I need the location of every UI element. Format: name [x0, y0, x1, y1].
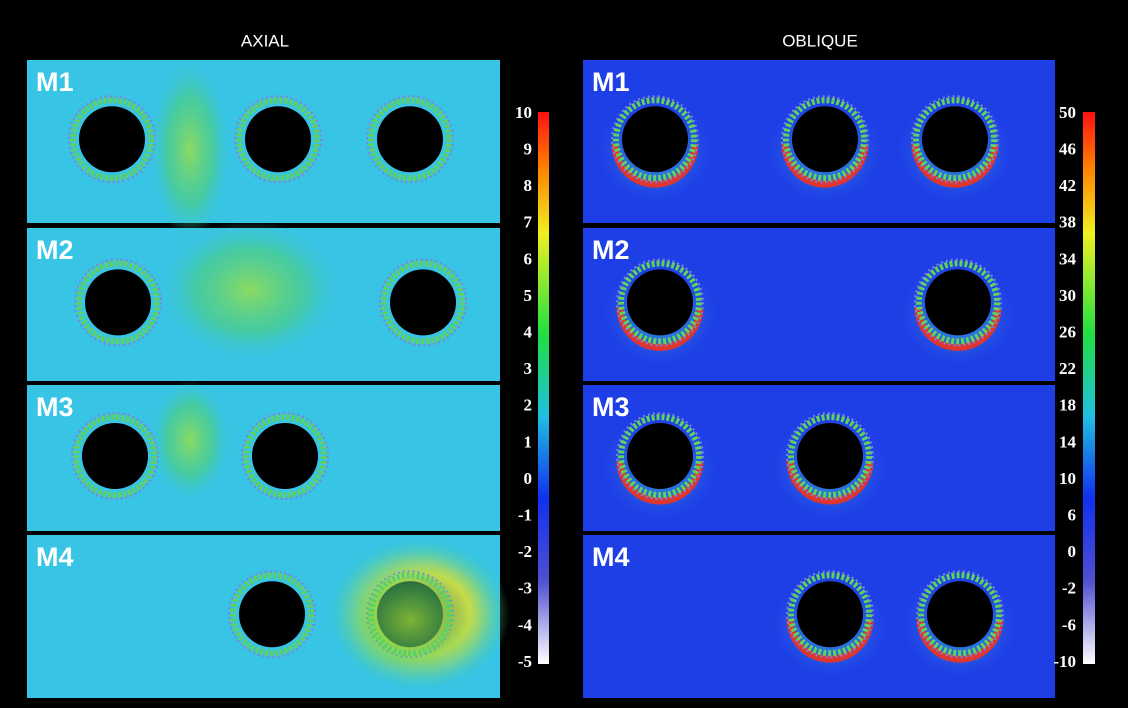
- hole: [627, 269, 693, 335]
- hole: [79, 106, 145, 172]
- colorbar-tick-label: 34: [1059, 249, 1077, 268]
- hole: [252, 423, 318, 489]
- colorbar-tick-label: 10: [515, 103, 532, 122]
- hole: [390, 269, 456, 335]
- colorbar-tick-label: -2: [518, 542, 532, 561]
- colorbar-tick-label: 38: [1059, 213, 1076, 232]
- colorbar-tick-label: 2: [524, 396, 533, 415]
- colorbar: [1083, 112, 1095, 664]
- colorbar-tick-label: -6: [1062, 615, 1076, 634]
- colorbar-tick-label: 5: [524, 286, 533, 305]
- hole: [797, 423, 863, 489]
- colorbar-tick-label: 6: [1068, 506, 1077, 525]
- row-label: M3: [592, 392, 630, 422]
- colorbar-tick-label: 46: [1059, 140, 1076, 159]
- colorbar-tick-label: -1: [518, 506, 532, 525]
- row-label: M4: [36, 542, 74, 572]
- hole: [239, 581, 305, 647]
- colorbar-tick-label: -2: [1062, 579, 1076, 598]
- colorbar-tick-label: 1: [524, 432, 533, 451]
- colorbar-tick-label: 14: [1059, 432, 1077, 451]
- colorbar-tick-label: 3: [524, 359, 533, 378]
- hole: [622, 106, 688, 172]
- colorbar-tick-label: 9: [524, 140, 533, 159]
- colorbar-tick-label: -5: [518, 652, 532, 671]
- colorbar: [538, 112, 549, 664]
- row-label: M1: [36, 67, 74, 97]
- colorbar-tick-label: 50: [1059, 103, 1076, 122]
- hole: [82, 423, 148, 489]
- hole: [797, 581, 863, 647]
- hole: [922, 106, 988, 172]
- hole: [377, 106, 443, 172]
- row-label: M4: [592, 542, 630, 572]
- colorbar-tick-label: -10: [1053, 652, 1076, 671]
- colorbar-tick-label: 10: [1059, 469, 1076, 488]
- colorbar-tick-label: -4: [518, 615, 533, 634]
- colorbar-tick-label: 8: [524, 176, 533, 195]
- panel-title: OBLIQUE: [782, 31, 858, 50]
- hole: [927, 581, 993, 647]
- colorbar-tick-label: 7: [524, 213, 533, 232]
- stress-region: [150, 60, 230, 240]
- colorbar-tick-label: 42: [1059, 176, 1076, 195]
- hole: [85, 269, 151, 335]
- colorbar-tick-label: 26: [1059, 323, 1076, 342]
- colorbar-tick-label: 30: [1059, 286, 1076, 305]
- hole: [925, 269, 991, 335]
- colorbar-tick-label: 4: [524, 323, 533, 342]
- hole: [245, 106, 311, 172]
- colorbar-tick-label: 0: [1068, 542, 1077, 561]
- colorbar-tick-label: 0: [524, 469, 533, 488]
- stress-region: [340, 560, 480, 680]
- stress-region: [150, 380, 230, 500]
- hole: [627, 423, 693, 489]
- row-label: M1: [592, 67, 630, 97]
- row-label: M2: [592, 235, 630, 265]
- stress-region: [160, 220, 340, 360]
- colorbar-tick-label: 6: [524, 249, 533, 268]
- colorbar-tick-label: -3: [518, 579, 532, 598]
- colorbar-tick-label: 22: [1059, 359, 1076, 378]
- figure: AXIAL OBLIQUE M1M2M3M4109876543210-1-2-3…: [0, 0, 1128, 708]
- row-label: M3: [36, 392, 74, 422]
- row-label: M2: [36, 235, 74, 265]
- hole: [792, 106, 858, 172]
- colorbar-tick-label: 18: [1059, 396, 1076, 415]
- panel-title: AXIAL: [241, 31, 289, 50]
